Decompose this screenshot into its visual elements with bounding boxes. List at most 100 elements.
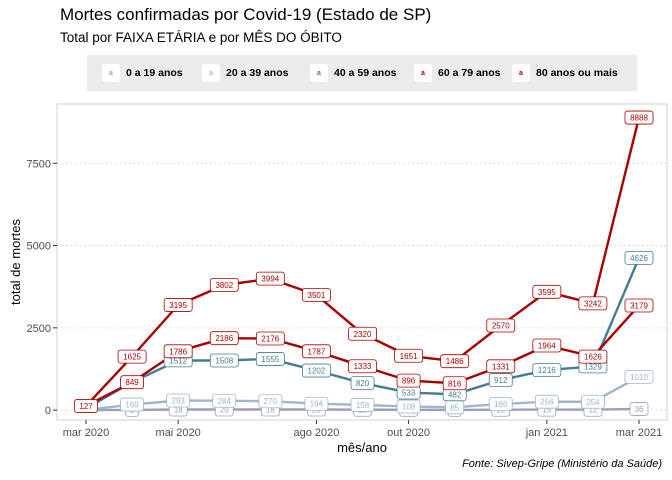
legend-label-80-plus: 80 anos ou mais [536,67,618,79]
data-label: 3802 [215,281,233,290]
data-label-box [163,298,193,312]
data-label: 3994 [261,275,279,284]
data-label-box [442,376,467,391]
data-label: 254 [586,398,600,407]
legend-label-60-79: 60 a 79 anos [438,67,501,79]
data-label: 15 [542,406,551,415]
y-axis-title: total de mortes [8,219,23,305]
legend-item-40-59: a 40 a 59 anos [310,55,396,91]
data-label: 912 [494,376,508,385]
legend-item-0-19: a 0 a 19 anos [102,55,183,91]
data-label: 8888 [630,114,648,123]
data-label-box [166,393,191,408]
legend-key-40-59: a [310,64,328,82]
data-label: 36 [635,405,644,414]
legend-label-0-19: 0 a 19 anos [126,67,183,79]
data-label: 3501 [308,291,326,300]
legend-key-20-39: a [202,64,220,82]
data-label-box [209,278,239,292]
data-label: 1651 [400,352,418,361]
legend: a 0 a 19 anos a 20 a 39 anos a 40 a 59 a… [87,55,637,91]
chart-title: Mortes confirmadas por Covid-19 (Estado … [60,5,432,24]
y-tick-label: 0 [45,405,51,417]
data-label-box [532,363,562,377]
data-label: 1555 [261,355,279,364]
data-label-box [581,394,605,409]
legend-key-60-79: a [414,64,432,82]
data-label-box [440,354,470,369]
data-label: 1010 [630,373,648,382]
data-label-box [163,344,193,359]
data-label: 1329 [584,362,602,371]
data-label-box [629,402,649,416]
data-label-box [302,344,331,359]
data-label-box [302,287,331,302]
data-label-box [350,398,375,412]
data-label: 1331 [492,362,510,371]
data-label-box [209,331,239,346]
data-label-box [255,331,285,346]
data-label: 1202 [308,367,326,376]
data-label-box [258,394,283,409]
data-label-box [578,296,608,311]
data-label-box [120,397,144,412]
x-tick-label: mai 2020 [156,427,201,439]
data-label-box [534,394,559,409]
data-label-box [488,373,513,388]
data-label: 256 [540,398,554,407]
data-label: 1625 [123,353,141,362]
data-label: 3179 [630,301,648,310]
data-label-box [396,399,421,414]
data-label: 2570 [492,322,510,331]
data-label-box [350,376,375,391]
data-label: 1786 [169,347,187,356]
data-label: 849 [125,378,139,387]
data-label-box [348,359,377,374]
data-label-box [486,359,516,374]
data-label-box [486,318,516,333]
data-label-box [624,298,654,313]
data-label: 284 [218,397,232,406]
y-tick-label: 7500 [27,158,51,170]
data-label: 270 [264,397,278,406]
data-label-box [74,399,98,413]
data-label: 1626 [584,353,602,362]
chart-caption: Fonte: Sivep-Gripe (Ministério da Saúde) [462,458,662,470]
data-label: 2176 [261,334,279,343]
data-label-box [396,373,421,388]
x-tick-label: out 2020 [387,427,430,439]
data-label-box [304,396,329,411]
data-label-box [624,250,654,265]
data-label: 2320 [354,330,372,339]
data-label: 1512 [169,356,187,365]
data-label-box [212,393,237,408]
y-tick-label: 2500 [27,323,51,335]
data-label: 2186 [215,334,233,343]
data-label-box [624,110,654,125]
data-label: 3242 [584,299,602,308]
data-label-box [532,284,562,299]
data-label-box [394,348,423,363]
legend-label-20-39: 20 a 39 anos [226,67,289,79]
y-tick-label: 5000 [27,241,51,253]
legend-item-60-79: a 60 a 79 anos [414,55,500,91]
data-label-box [532,338,562,353]
data-label: 18 [174,406,183,415]
data-label: 533 [402,389,416,398]
data-label: 127 [79,402,93,411]
data-label: 482 [448,390,462,399]
data-label: 186 [494,400,508,409]
data-label: 194 [310,400,324,409]
legend-label-40-59: 40 a 59 anos [334,67,397,79]
data-label: 1486 [446,357,464,366]
data-label: 108 [402,403,416,412]
data-label: 1508 [215,356,233,365]
legend-key-80-plus: a [512,64,530,82]
data-label-box [255,271,285,286]
data-label: 85 [450,403,459,412]
data-label-box [209,353,239,368]
data-label: 1964 [538,341,556,350]
data-label: 12 [588,406,597,415]
data-label: 1333 [354,362,372,371]
data-label: 1787 [308,347,326,356]
